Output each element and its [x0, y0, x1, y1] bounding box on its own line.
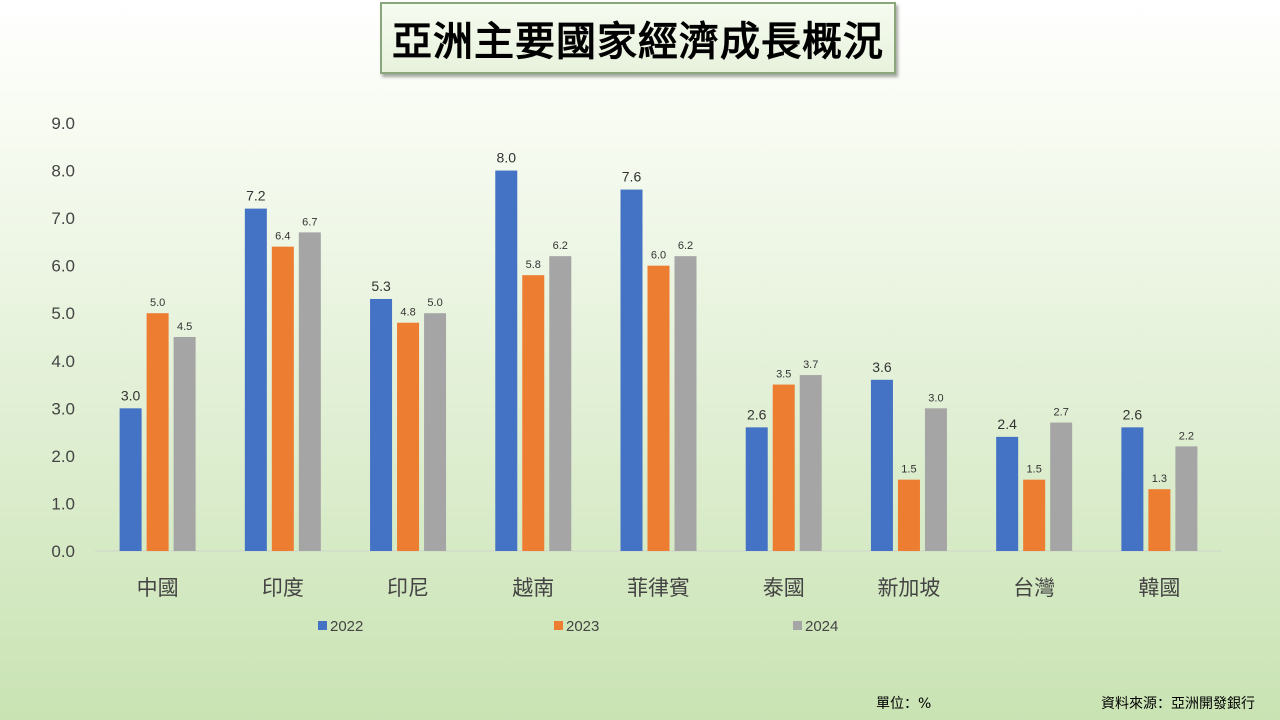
y-tick-label: 6.0: [51, 257, 75, 276]
data-label: 5.0: [150, 297, 165, 309]
bar-2022: [370, 298, 393, 551]
bar-2023: [271, 246, 294, 551]
data-label: 6.0: [651, 250, 666, 262]
x-category-label: 中國: [137, 576, 179, 600]
bar-2023: [522, 275, 545, 551]
y-tick-label: 8.0: [51, 162, 75, 181]
data-label: 1.5: [901, 464, 916, 476]
bar-2024: [549, 256, 572, 551]
chart-title: 亞洲主要國家經濟成長概況: [392, 19, 884, 65]
legend-label-2022: 2022: [330, 618, 363, 635]
data-label: 6.2: [553, 240, 568, 252]
bar-2022: [1121, 427, 1144, 551]
bar-2023: [772, 384, 795, 551]
data-label: 6.4: [275, 231, 290, 243]
data-label: 7.6: [622, 169, 642, 185]
legend-label-2023: 2023: [566, 618, 599, 635]
bar-2023: [146, 313, 169, 551]
y-tick-label: 7.0: [51, 209, 75, 228]
bar-2022: [620, 189, 643, 552]
bar-2024: [173, 337, 196, 551]
bar-2023: [897, 479, 920, 551]
data-label: 3.0: [121, 387, 141, 403]
data-label: 4.5: [177, 321, 192, 333]
y-tick-label: 1.0: [51, 494, 75, 513]
data-label: 5.8: [526, 259, 541, 271]
bar-2024: [1050, 422, 1073, 551]
data-label: 2.6: [1123, 406, 1143, 422]
x-category-label: 菲律賓: [627, 576, 690, 600]
data-label: 2.7: [1054, 407, 1069, 419]
data-label: 3.6: [872, 359, 892, 375]
data-label: 2.4: [997, 416, 1017, 432]
x-category-label: 越南: [512, 576, 554, 600]
legend-swatch-2022: [318, 621, 327, 630]
y-tick-label: 4.0: [51, 352, 75, 371]
data-label: 6.2: [678, 240, 693, 252]
legend-swatch-2024: [793, 621, 802, 630]
y-tick-label: 3.0: [51, 399, 75, 418]
bar-2022: [870, 379, 893, 551]
data-label: 3.7: [803, 359, 818, 371]
data-label: 3.5: [776, 369, 791, 381]
data-label: 1.3: [1152, 473, 1167, 485]
data-label: 1.5: [1027, 464, 1042, 476]
bar-2022: [996, 436, 1019, 551]
data-label: 5.0: [427, 297, 442, 309]
bar-2024: [424, 313, 447, 551]
x-category-label: 印尼: [387, 576, 429, 600]
x-category-label: 韓國: [1138, 576, 1180, 600]
bar-2022: [495, 170, 518, 552]
legend-label-2024: 2024: [805, 618, 838, 635]
data-label: 8.0: [497, 150, 517, 166]
bar-2022: [244, 208, 267, 551]
bar-2022: [745, 427, 768, 551]
bar-2024: [1175, 446, 1198, 551]
data-label: 6.7: [302, 216, 317, 228]
data-label: 2.6: [747, 406, 767, 422]
legend-swatch-2023: [554, 621, 563, 630]
y-tick-label: 0.0: [51, 542, 75, 561]
bar-2024: [924, 408, 947, 551]
y-tick-label: 2.0: [51, 447, 75, 466]
data-label: 4.8: [400, 307, 415, 319]
y-tick-label: 5.0: [51, 304, 75, 323]
data-label: 3.0: [928, 392, 943, 404]
title-box: 亞洲主要國家經濟成長概況: [380, 2, 896, 74]
y-tick-label: 9.0: [51, 114, 75, 133]
data-label: 5.3: [371, 278, 391, 294]
bar-2022: [119, 408, 142, 551]
bar-2024: [298, 232, 321, 551]
x-category-label: 台灣: [1013, 576, 1055, 600]
x-category-label: 新加坡: [877, 576, 940, 600]
bar-2024: [799, 375, 822, 551]
data-label: 7.2: [246, 188, 266, 204]
bar-2023: [647, 265, 670, 551]
x-category-label: 泰國: [763, 576, 805, 600]
x-category-label: 印度: [262, 576, 304, 600]
unit-note: 單位：%: [876, 696, 932, 712]
source-note: 資料來源：亞洲開發銀行: [1101, 696, 1255, 712]
bar-2024: [674, 256, 697, 551]
bar-2023: [397, 322, 420, 551]
bar-2023: [1148, 489, 1171, 551]
data-label: 2.2: [1179, 430, 1194, 442]
bar-2023: [1023, 479, 1046, 551]
